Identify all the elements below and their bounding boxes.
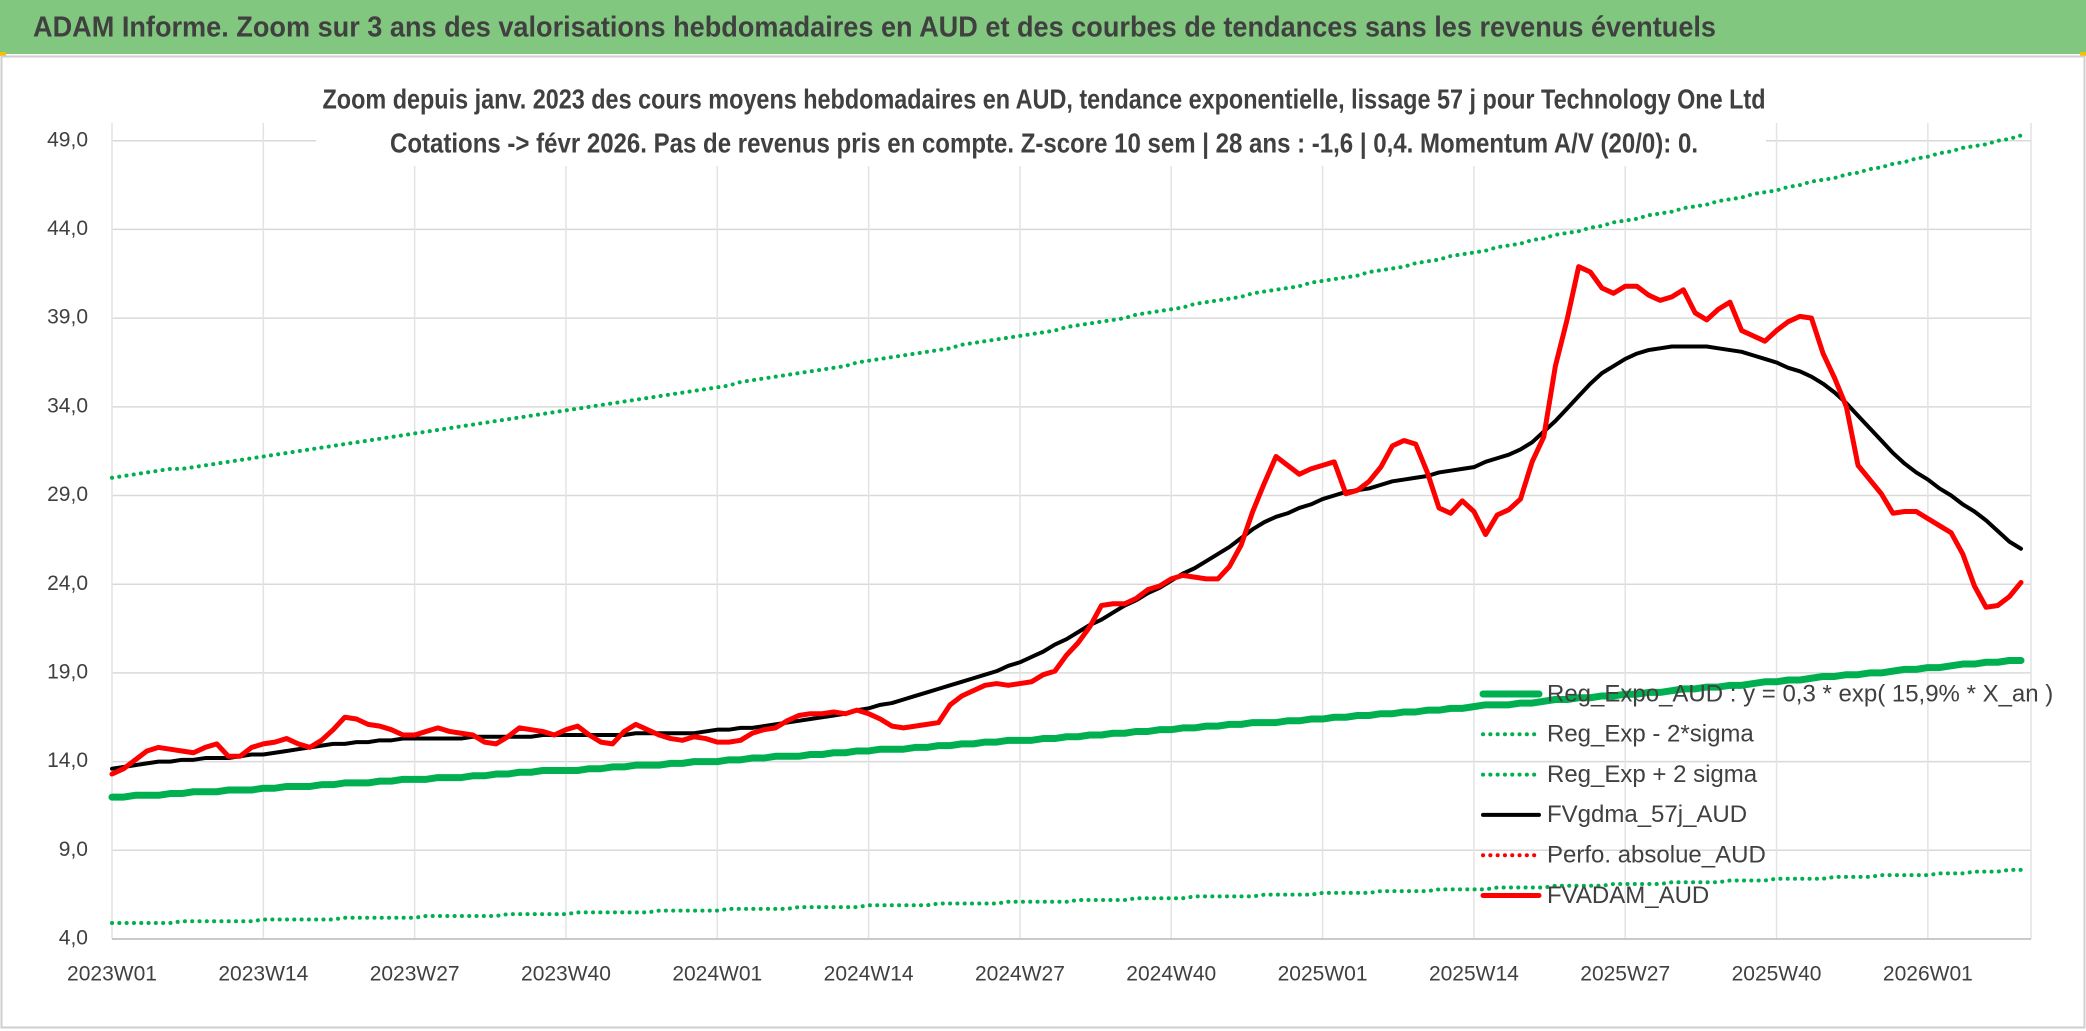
x-tick-label: 2023W40 — [521, 963, 611, 986]
page-title: ADAM Informe. Zoom sur 3 ans des valoris… — [33, 12, 1716, 44]
series-line — [109, 264, 2024, 777]
x-tick-label: 2025W27 — [1580, 963, 1670, 986]
legend: Reg_Expo_AUD : y = 0,3 * exp( 15,9% * X_… — [1479, 680, 2053, 909]
x-tick-label: 2023W14 — [218, 963, 308, 986]
plot-area: 4,0 9,0 14,0 19,0 24,0 29,0 34,0 39,0 44,0 49,0 20… — [47, 123, 2032, 986]
x-tick-label: 2026W01 — [1883, 963, 1973, 986]
y-tick-label: 44,0 — [47, 217, 88, 240]
chart-subtitle: Cotations -> févr 2026. Pas de revenus p… — [390, 127, 1698, 158]
legend-label: Perfo. absolue_AUD — [1547, 842, 1766, 869]
chart-subtitle: Zoom depuis janv. 2023 des cours moyens … — [323, 83, 1766, 114]
y-tick-label: 9,0 — [59, 838, 88, 861]
x-tick-label: 2024W27 — [975, 963, 1065, 986]
y-tick-label: 24,0 — [47, 572, 88, 595]
y-tick-label: 29,0 — [47, 483, 88, 506]
x-tick-label: 2023W01 — [67, 963, 157, 986]
legend-label: Reg_Exp + 2 sigma — [1547, 761, 1758, 788]
chart-frame — [0, 55, 2086, 1029]
x-tick-label: 2023W27 — [370, 963, 460, 986]
series-line — [110, 133, 2023, 480]
x-tick-label: 2025W14 — [1429, 963, 1519, 986]
subtitle-box — [316, 80, 1766, 166]
x-tick-label: 2024W14 — [824, 963, 914, 986]
y-tick-label: 4,0 — [59, 927, 88, 950]
corner-mark — [0, 52, 6, 56]
header-bar — [0, 0, 2086, 54]
y-tick-label: 49,0 — [47, 128, 88, 151]
corner-mark — [2080, 52, 2086, 56]
series-line — [110, 867, 2023, 926]
x-tick-label: 2025W40 — [1732, 963, 1822, 986]
series-line — [108, 657, 2025, 801]
y-tick-label: 19,0 — [47, 660, 88, 683]
legend-label: FVADAM_AUD — [1547, 882, 1709, 909]
legend-label: Reg_Expo_AUD : y = 0,3 * exp( 15,9% * X_… — [1547, 680, 2053, 707]
x-tick-label: 2025W01 — [1278, 963, 1368, 986]
legend-label: Reg_Exp - 2*sigma — [1547, 721, 1754, 748]
y-tick-label: 14,0 — [47, 749, 88, 772]
x-tick-label: 2024W01 — [672, 963, 762, 986]
y-tick-label: 39,0 — [47, 306, 88, 329]
y-tick-label: 34,0 — [47, 394, 88, 417]
legend-label: FVgdma_57j_AUD — [1547, 801, 1747, 828]
series-line — [110, 344, 2023, 771]
x-tick-label: 2024W40 — [1126, 963, 1216, 986]
